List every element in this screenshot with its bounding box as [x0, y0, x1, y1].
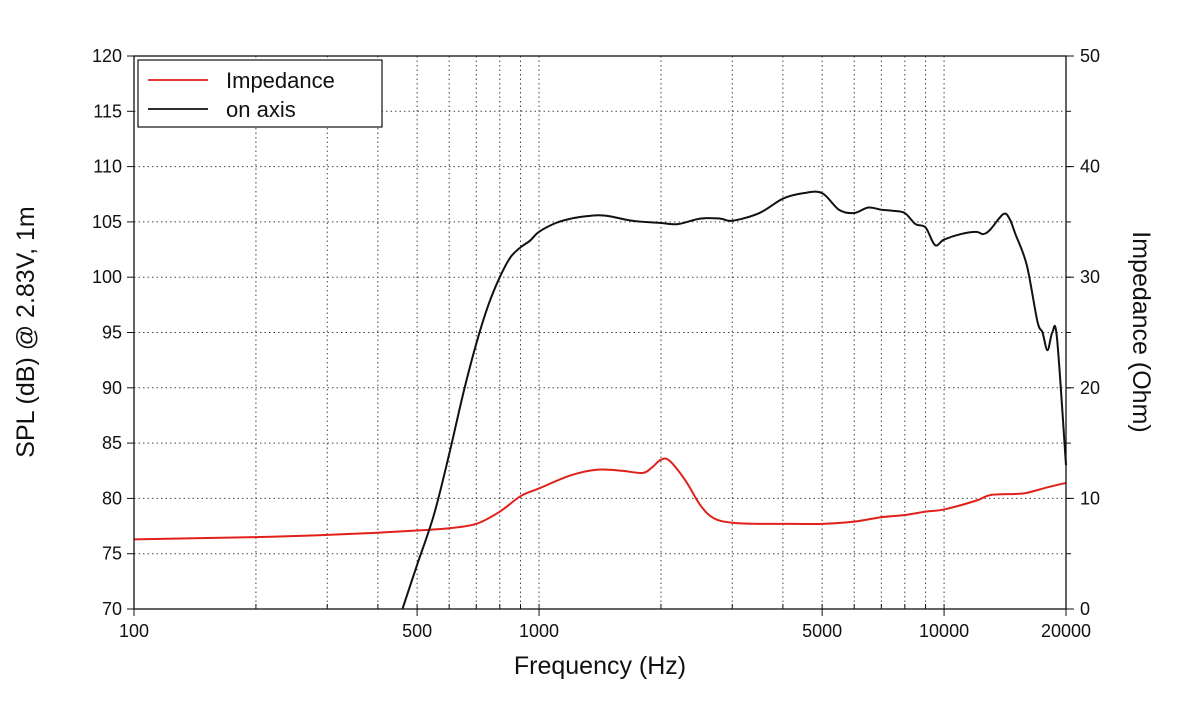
y-tick-label: 85	[102, 433, 122, 453]
y2-tick-label: 10	[1080, 488, 1100, 508]
y2-tick-label: 0	[1080, 599, 1090, 619]
y2-tick-label: 30	[1080, 267, 1100, 287]
legend: Impedance on axis	[137, 59, 383, 128]
tick-labels: 100 500 1000 5000 10000 200007075808590951001…	[92, 46, 1100, 641]
legend-label-on-axis: on axis	[226, 97, 296, 122]
x-axis-title: Frequency (Hz)	[514, 652, 686, 680]
y-tick-label: 70	[102, 599, 122, 619]
x-tick-label: 20000	[1041, 621, 1091, 641]
y-tick-label: 105	[92, 212, 122, 232]
series-line-impedance	[133, 457, 1067, 541]
series-line-on-axis	[401, 190, 1067, 610]
ticks	[127, 55, 1074, 616]
y2-tick-label: 50	[1080, 46, 1100, 66]
x-tick-label: 500	[402, 621, 432, 641]
y-tick-label: 120	[92, 46, 122, 66]
y-tick-label: 100	[92, 267, 122, 287]
y-tick-label: 80	[102, 488, 122, 508]
x-tick-label: 10000	[919, 621, 969, 641]
plot-lines	[133, 190, 1067, 610]
y2-axis-title: Impedance (Ohm)	[1127, 231, 1155, 432]
y2-tick-label: 40	[1080, 157, 1100, 177]
y-tick-label: 75	[102, 544, 122, 564]
legend-box	[137, 59, 383, 128]
y-tick-label: 90	[102, 378, 122, 398]
y-tick-label: 95	[102, 323, 122, 343]
y-tick-label: 110	[93, 157, 122, 177]
x-tick-label: 1000	[519, 621, 559, 641]
y-axis-title: SPL (dB) @ 2.83V, 1m	[12, 206, 40, 457]
legend-label-impedance: Impedance	[226, 68, 335, 93]
y2-tick-label: 20	[1080, 378, 1100, 398]
x-tick-label: 100	[119, 621, 149, 641]
y-tick-label: 115	[93, 101, 122, 121]
x-tick-label: 5000	[802, 621, 842, 641]
